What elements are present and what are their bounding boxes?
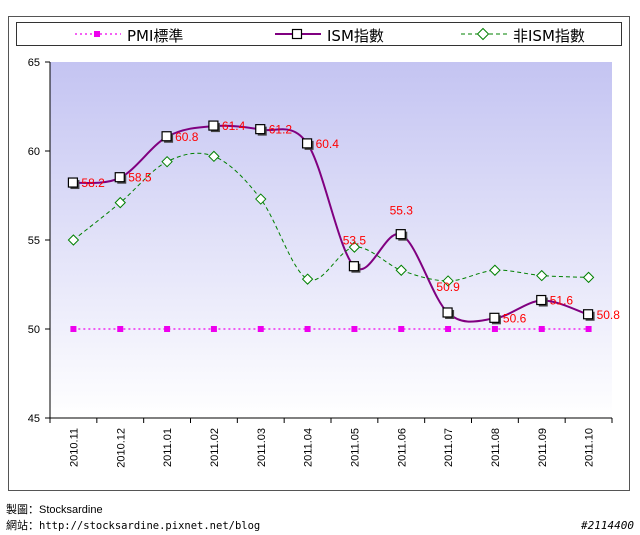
marker-pmi xyxy=(398,326,405,332)
data-label: 55.3 xyxy=(390,204,414,218)
credit-maker-value: Stocksardine xyxy=(39,504,103,516)
legend-swatch-ism xyxy=(275,28,321,40)
marker-non-ism xyxy=(255,193,267,205)
y-tick-label: 50 xyxy=(28,324,40,336)
x-tick-label: 2011.03 xyxy=(256,428,268,467)
marker-non-ism xyxy=(582,271,595,284)
y-tick-label: 55 xyxy=(28,235,40,247)
data-label: 50.6 xyxy=(503,311,527,325)
marker-non-ism xyxy=(208,150,220,163)
data-label: 58.2 xyxy=(81,176,105,190)
legend-item-pmi: PMI標準 xyxy=(73,23,243,45)
marker-ism xyxy=(442,307,455,319)
legend-swatch-non-ism xyxy=(461,27,507,41)
legend-label-non-ism: 非ISM指數 xyxy=(513,27,585,45)
credit-maker-label: 製圖： xyxy=(6,503,39,516)
x-tick-label: 2011.02 xyxy=(209,428,221,467)
marker-pmi xyxy=(164,326,171,332)
x-tick-label: 2011.10 xyxy=(584,428,596,467)
marker-pmi xyxy=(70,326,77,332)
credit-site-value: http://stocksardine.pixnet.net/blog xyxy=(39,520,261,532)
marker-pmi xyxy=(257,326,264,332)
marker-non-ism xyxy=(489,264,501,276)
x-tick-label: 2011.07 xyxy=(443,428,455,467)
marker-ism xyxy=(395,229,408,241)
marker-non-ism xyxy=(442,275,454,287)
marker-ism xyxy=(161,131,174,143)
credit-maker: 製圖：Stocksardine xyxy=(6,501,103,517)
credit-site-label: 網站： xyxy=(6,519,39,532)
marker-ism xyxy=(536,294,548,307)
marker-non-ism xyxy=(67,234,80,246)
y-tick-label: 65 xyxy=(28,57,40,69)
legend-item-ism: ISM指數 xyxy=(273,23,423,45)
marker-ism xyxy=(489,312,501,325)
marker-pmi xyxy=(210,326,217,332)
marker-ism xyxy=(582,309,595,321)
x-tick-label: 2011.01 xyxy=(162,428,174,467)
legend-swatch-pmi xyxy=(75,31,121,37)
marker-ism xyxy=(67,177,80,190)
x-tick-label: 2011.04 xyxy=(303,428,315,467)
marker-pmi xyxy=(304,326,311,332)
data-label: 58.5 xyxy=(128,171,152,185)
marker-non-ism xyxy=(536,269,548,282)
data-label: 61.4 xyxy=(222,119,246,133)
marker-ism xyxy=(255,124,267,136)
marker-non-ism xyxy=(395,264,407,276)
marker-non-ism xyxy=(114,196,126,209)
marker-ism xyxy=(301,138,314,150)
marker-ism xyxy=(348,261,361,273)
line-chart: 58.2 58.5 60.8 61.4 61.2 60.4 53.5 55.3 50.9 50.6… xyxy=(28,57,621,468)
marker-non-ism xyxy=(348,241,361,253)
plot-area xyxy=(50,62,612,418)
data-label: 60.8 xyxy=(175,130,199,144)
image-id: #2114400 xyxy=(581,519,634,532)
legend-label-ism: ISM指數 xyxy=(327,27,384,45)
data-label: 53.5 xyxy=(343,234,367,248)
credit-site: 網站：http://stocksardine.pixnet.net/blog xyxy=(6,517,260,533)
marker-non-ism xyxy=(161,155,173,168)
y-tick-label: 60 xyxy=(28,146,40,158)
data-label: 50.8 xyxy=(597,308,621,322)
marker-pmi xyxy=(117,326,124,332)
marker-pmi xyxy=(491,326,498,332)
data-label: 61.2 xyxy=(269,123,293,137)
x-tick-label: 2011.08 xyxy=(490,428,502,467)
marker-non-ism xyxy=(301,273,314,285)
x-tick-label: 2010.12 xyxy=(115,428,127,468)
marker-ism xyxy=(114,172,127,184)
data-label: 50.9 xyxy=(436,280,460,294)
x-tick-label: 2010.11 xyxy=(68,428,80,467)
legend-label-pmi: PMI標準 xyxy=(127,27,184,45)
marker-pmi xyxy=(585,326,592,332)
marker-pmi xyxy=(351,326,358,332)
data-label: 60.4 xyxy=(316,137,340,151)
marker-pmi xyxy=(538,326,545,332)
marker-ism xyxy=(208,120,220,133)
data-label: 51.6 xyxy=(550,294,574,308)
y-tick-label: 45 xyxy=(28,413,40,425)
x-tick-label: 2011.06 xyxy=(396,428,408,467)
legend: PMI標準 ISM指數 非ISM指數 xyxy=(16,22,622,46)
legend-item-non-ism: 非ISM指數 xyxy=(459,23,619,45)
marker-pmi xyxy=(445,326,452,332)
x-tick-label: 2011.09 xyxy=(537,428,549,467)
x-tick-label: 2011.05 xyxy=(349,428,361,467)
